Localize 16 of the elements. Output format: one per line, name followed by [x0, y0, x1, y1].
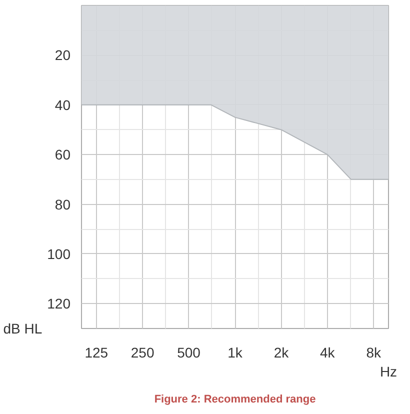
y-tick-label: 40 [54, 96, 71, 113]
x-tick-label: 8k [366, 344, 382, 360]
x-axis-title: Hz [380, 364, 398, 380]
y-tick-label: 100 [47, 246, 71, 262]
y-tick-label: 80 [54, 196, 71, 212]
y-axis-title: dB HL [3, 320, 42, 336]
x-tick-label: 125 [84, 344, 108, 360]
x-tick-label: 250 [130, 344, 154, 360]
x-tick-label: 1k [228, 344, 244, 360]
x-tick-label: 4k [320, 344, 336, 360]
x-tick-label: 500 [177, 344, 201, 360]
x-tick-label: 2k [274, 344, 290, 360]
y-tick-label: 20 [54, 47, 71, 64]
y-tick-label: 120 [47, 296, 71, 312]
y-tick-label: 60 [54, 146, 71, 163]
text: Figure 2: Recommended range [154, 394, 316, 406]
